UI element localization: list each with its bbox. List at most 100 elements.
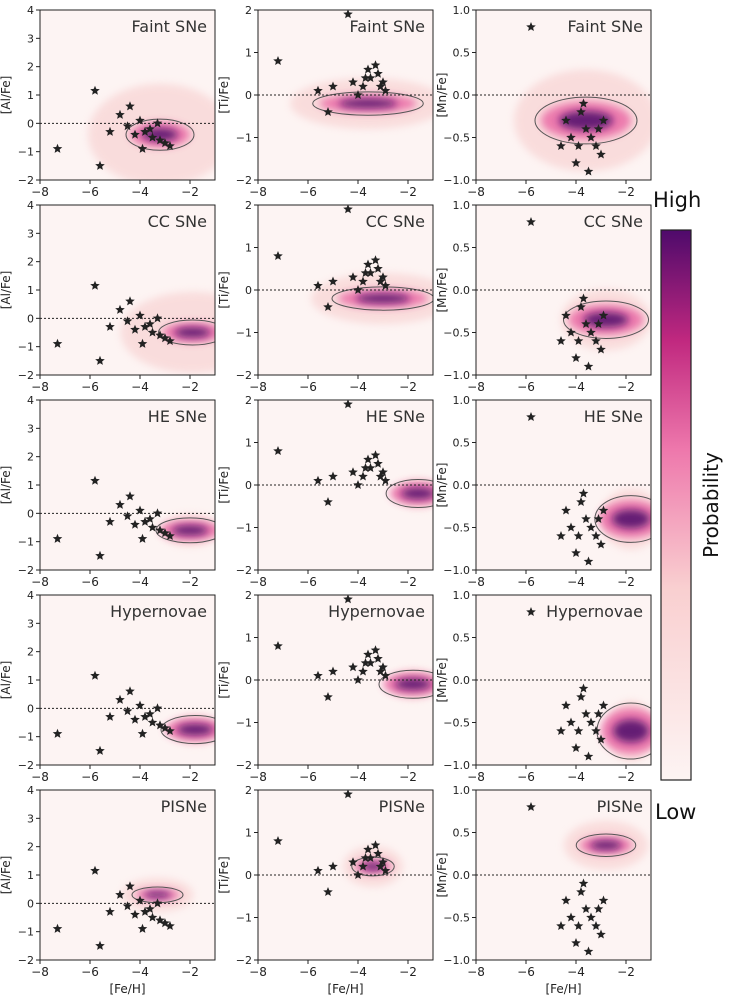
observed-star [375,81,386,91]
observed-star [363,259,373,269]
y-tick-label: 0.0 [453,869,471,882]
observed-star [358,861,368,871]
y-tick-label: 2 [27,646,34,659]
y-tick-label: −1 [18,536,34,549]
observed-star [140,126,150,136]
probability-map [526,607,651,762]
observed-star [90,670,100,680]
observed-star [583,556,594,566]
x-tick-label: −2 [399,965,417,979]
observed-star [593,319,604,328]
x-tick-label: −2 [617,965,635,979]
observed-star [95,355,105,365]
y-axis-label: [Al/Fe] [0,76,13,115]
observed-star [155,720,165,730]
observed-star [137,533,148,543]
observed-star [373,848,383,858]
y-tick-label: 1.0 [453,589,471,602]
y-tick-label: −1 [236,717,252,730]
observed-star [370,60,381,70]
observed-star [155,915,165,925]
observed-star [566,132,576,142]
observed-star [576,302,586,311]
y-tick-label: −2 [18,174,34,187]
y-tick-label: 0.0 [453,479,471,492]
x-tick-label: −8 [31,575,49,589]
observed-star [343,790,353,799]
observed-star [360,268,371,277]
observed-star [596,344,606,354]
x-tick-label: −6 [517,770,535,784]
observed-star [378,467,388,477]
x-tick-label: −8 [467,770,485,784]
x-tick-label: −2 [181,770,199,784]
y-tick-label: 0 [27,897,34,910]
observed-star [365,73,376,82]
panel-label: Faint SNe [350,17,425,36]
y-tick-label: −2 [18,369,34,382]
x-tick-label: −4 [567,770,585,784]
y-tick-label: 3 [27,812,34,825]
observed-star [375,861,386,871]
panel-cc-sne-mn: CC SNe −8 −6 −4 −2 −1.0 −0.5 0.0 0.5 1.0 [Mn/Fe] [435,199,652,394]
panel-he-sne-mn: HE SNe −8 −6 −4 −2 −1.0 −0.5 0.0 0.5 1.0 [Mn/Fe] [435,394,652,589]
x-tick-label: −6 [299,770,317,784]
probability-map [526,412,651,566]
x-tick-label: −2 [617,770,635,784]
observed-star [378,662,388,672]
y-tick-label: −0.5 [443,717,470,730]
probability-contour [160,715,215,745]
observed-star [90,280,100,290]
probability-map [52,670,215,755]
panel-faint-sne-al: Faint SNe −8 −6 −4 −2 −2 −1 0 1 2 3 4 [Al/Fe] [0,4,216,199]
observed-star [90,85,100,95]
y-tick-label: −1 [236,522,252,535]
x-tick-label: −8 [249,185,267,199]
x-tick-label: −6 [81,185,99,199]
probability-peak [356,293,410,304]
x-tick-label: −8 [31,965,49,979]
x-tick-label: −8 [31,380,49,394]
observed-star [578,488,589,498]
observed-star [586,912,596,922]
observed-star [52,728,63,738]
observed-star [373,458,383,468]
y-tick-label: 1 [245,47,252,60]
observed-star [323,692,333,701]
x-tick-label: −6 [517,380,535,394]
observed-star [105,126,115,136]
observed-star [370,450,381,460]
observed-star [370,645,381,655]
y-tick-label: 2 [245,394,252,407]
observed-star [358,81,368,91]
observed-star [380,475,391,485]
y-tick-label: 2 [245,784,252,797]
observed-star [576,887,586,896]
panel-pisne-ti: PISNe −8 −6 −4 −2 −2 −1 0 1 2 [Ti/Fe] [Fe/H] [217,784,434,996]
x-tick-label: −8 [31,185,49,199]
colorbar-bar [660,229,692,781]
observed-star [378,77,388,87]
observed-star [363,844,373,854]
observed-star [125,101,135,111]
observed-star [313,280,323,290]
observed-star [581,904,591,913]
y-axis-label: [Al/Fe] [0,466,13,505]
observed-star [360,73,371,82]
probability-map [526,217,651,371]
panel-cc-sne-al: CC SNe −8 −6 −4 −2 −2 −1 0 1 2 3 4 [Al/Fe] [0,199,216,394]
observed-star [140,321,150,331]
observed-star [122,316,133,326]
observed-star [598,895,609,905]
observed-star [375,276,386,286]
observed-star [596,539,606,549]
observed-star [95,160,105,170]
observed-star [578,878,589,888]
observed-star [566,522,576,532]
x-tick-label: −4 [567,575,585,589]
x-tick-label: −4 [131,770,149,784]
probability-map [52,83,215,180]
observed-star [591,921,601,930]
observed-star [591,531,601,540]
observed-star [122,121,133,131]
